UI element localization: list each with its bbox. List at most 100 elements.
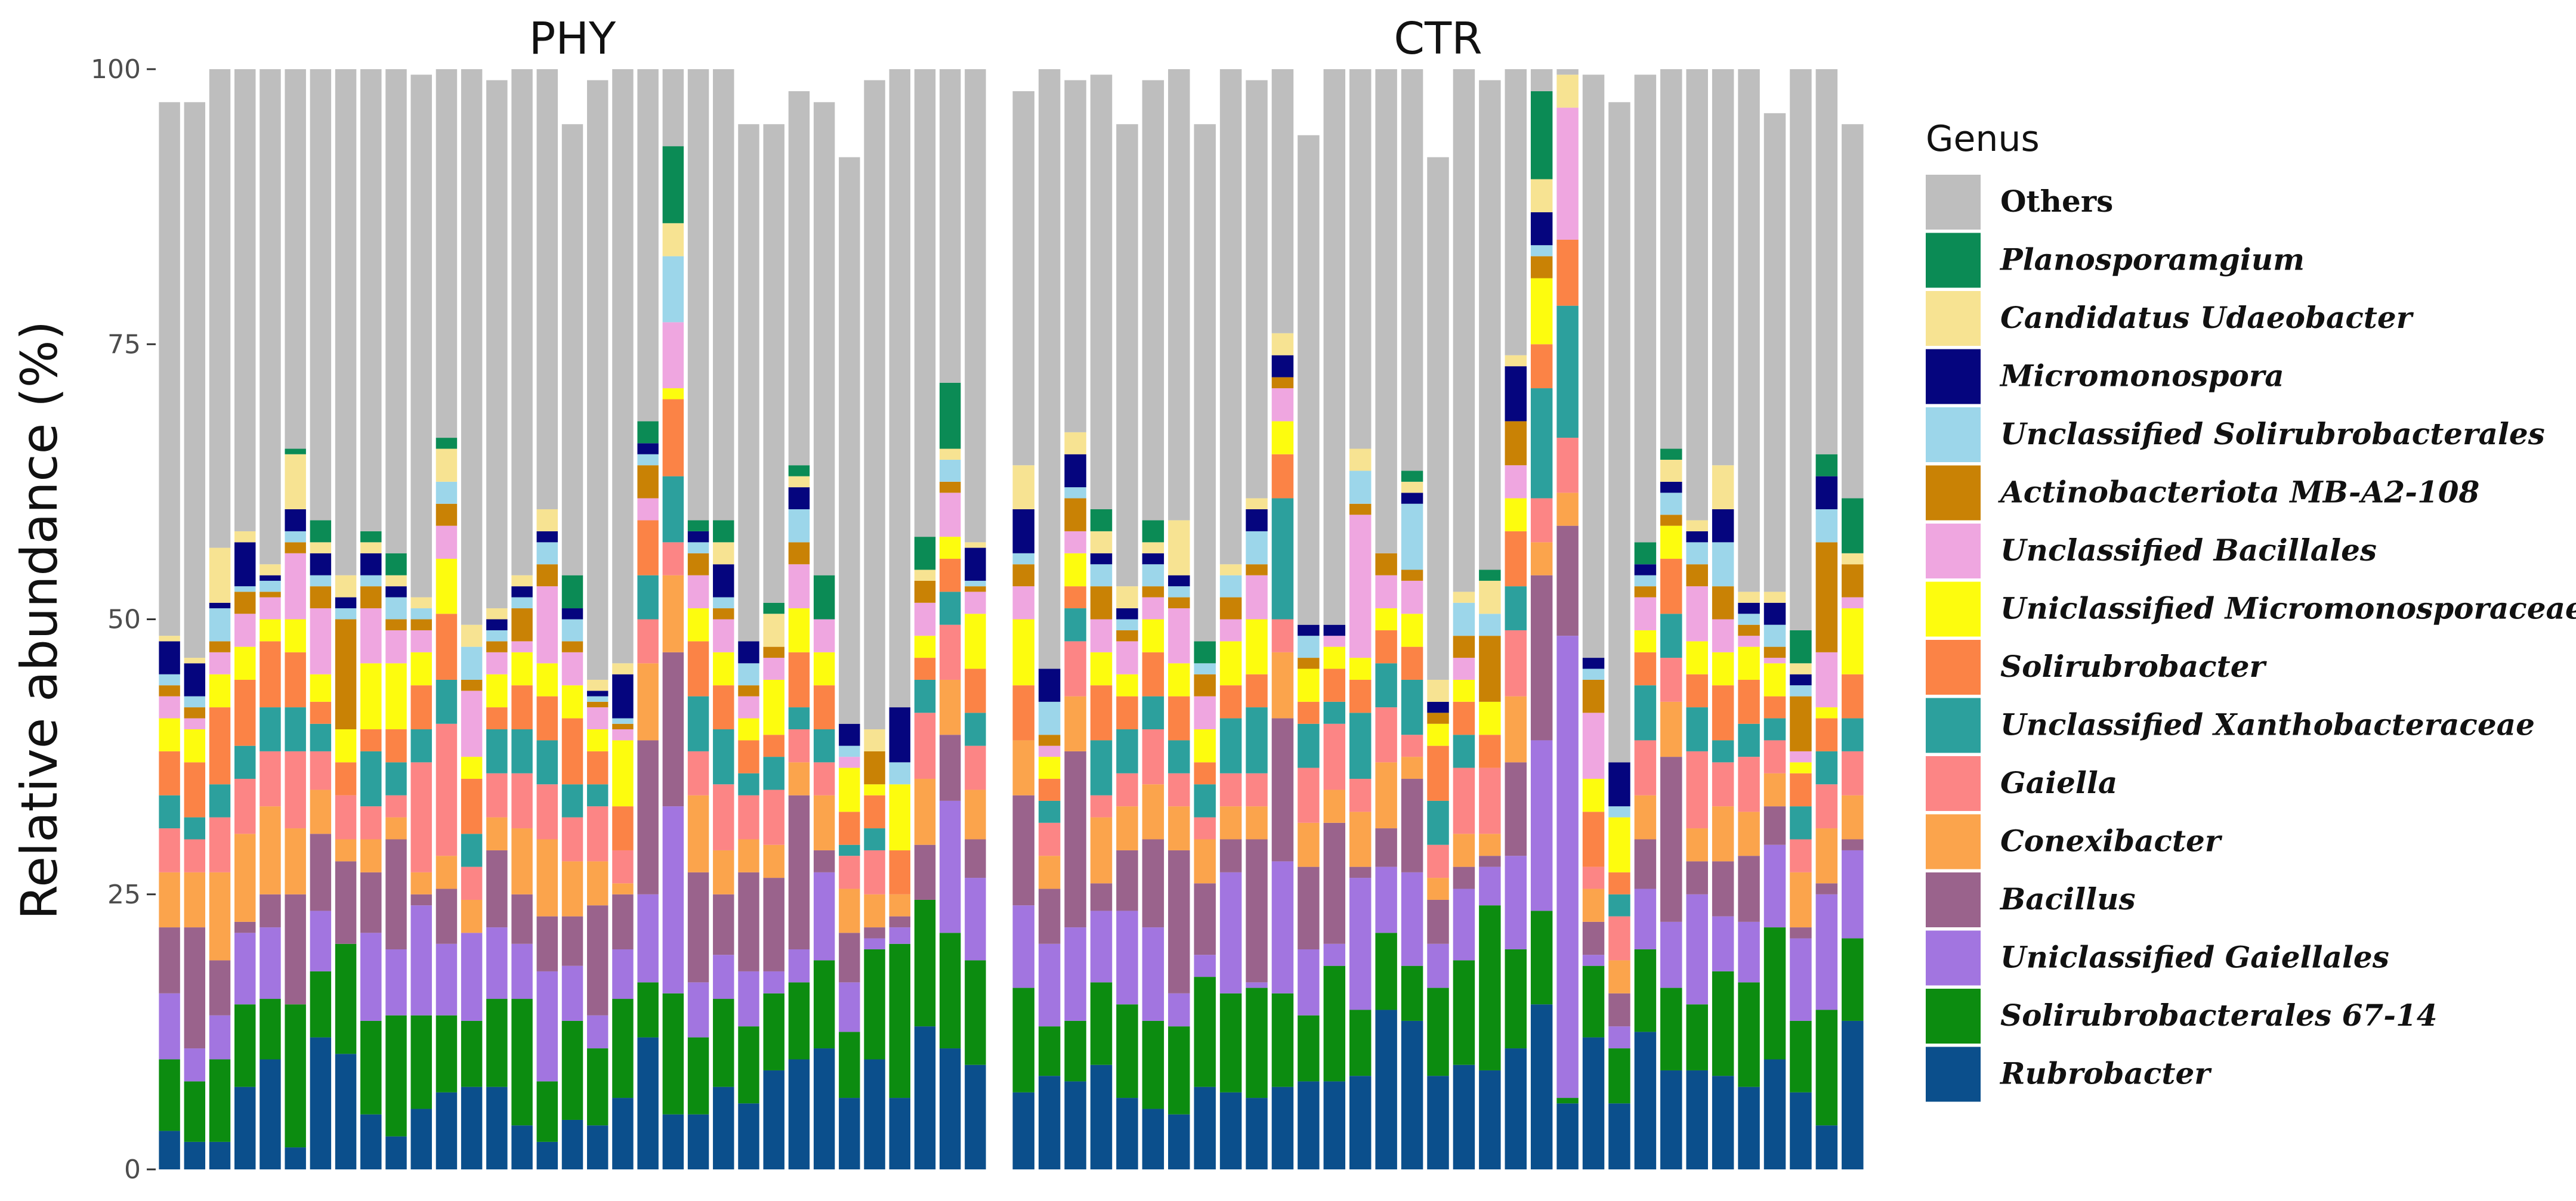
bar-segment-conexibacter bbox=[486, 817, 508, 850]
bar-segment-candidatus-udaeobacter bbox=[1219, 564, 1242, 575]
bar-segment-unclassified-xanthobacteraceae bbox=[1660, 614, 1682, 658]
bar-segment-conexibacter bbox=[1194, 839, 1216, 884]
bar-segment-gaiella bbox=[209, 817, 231, 872]
bar-segment-bacillus bbox=[486, 850, 508, 928]
bar-segment-bacillus bbox=[1298, 866, 1320, 950]
bar-segment-rubrobacter bbox=[1349, 1076, 1372, 1169]
bar-segment-actinobacteriota-mb-a2-108 bbox=[260, 592, 281, 598]
bar-segment-gaiella bbox=[1505, 630, 1527, 697]
bar-segment-uniclassified-gaiellales bbox=[965, 878, 986, 961]
bar-segment-uniclassified-micromonosporaceae bbox=[1168, 663, 1190, 697]
bar-segment-candidatus-udaeobacter bbox=[1246, 498, 1268, 509]
bar-segment-unclassified-xanthobacteraceae bbox=[360, 751, 382, 807]
bar-segment-uniclassified-micromonosporaceae bbox=[1842, 608, 1864, 674]
bar-segment-uniclassified-gaiellales bbox=[360, 933, 382, 1021]
legend-label: Unclassified Solirubrobacterales bbox=[2000, 416, 2545, 451]
bar-segment-micromonospora bbox=[713, 564, 734, 598]
bar-segment-unclassified-solirubrobacterales bbox=[965, 580, 986, 587]
bar-segment-solirubrobacterales-67-14 bbox=[335, 943, 357, 1054]
sample-bar bbox=[889, 69, 910, 1169]
bar-segment-solirubrobacter bbox=[1323, 668, 1346, 702]
bar-segment-solirubrobacterales-67-14 bbox=[461, 1020, 483, 1087]
bar-segment-unclassified-xanthobacteraceae bbox=[310, 723, 332, 751]
bar-segment-gaiella bbox=[486, 773, 508, 818]
bar-segment-gaiella bbox=[461, 866, 483, 900]
bar-segment-bacillus bbox=[1738, 856, 1760, 922]
bar-segment-gaiella bbox=[1194, 817, 1216, 840]
bar-segment-gaiella bbox=[1090, 795, 1113, 818]
bar-segment-actinobacteriota-mb-a2-108 bbox=[1479, 636, 1501, 702]
bar-segment-solirubrobacter bbox=[763, 735, 784, 757]
bar-segment-planosporamgium bbox=[1090, 509, 1113, 531]
sample-bar bbox=[612, 69, 634, 1169]
bar-segment-actinobacteriota-mb-a2-108 bbox=[486, 641, 508, 652]
bar-segment-others bbox=[1090, 75, 1113, 510]
legend-item: Planosporamgium bbox=[1926, 233, 2305, 288]
bar-segment-actinobacteriota-mb-a2-108 bbox=[914, 580, 936, 603]
bar-segment-micromonospora bbox=[1168, 575, 1190, 587]
bar-segment-actinobacteriota-mb-a2-108 bbox=[209, 641, 231, 652]
bar-segment-bacillus bbox=[1790, 927, 1812, 939]
bar-segment-bacillus bbox=[1634, 839, 1657, 889]
bar-segment-candidatus-udaeobacter bbox=[1349, 448, 1372, 471]
bar-segment-unclassified-bacillales bbox=[788, 564, 810, 609]
bar-segment-micromonospora bbox=[687, 531, 709, 543]
bar-segment-unclassified-solirubrobacterales bbox=[1116, 619, 1138, 630]
bar-segment-actinobacteriota-mb-a2-108 bbox=[435, 503, 458, 526]
bar-segment-unclassified-solirubrobacterales bbox=[561, 619, 583, 642]
bar-segment-micromonospora bbox=[285, 509, 306, 531]
bar-segment-actinobacteriota-mb-a2-108 bbox=[360, 586, 382, 609]
bar-segment-bacillus bbox=[763, 878, 784, 971]
bar-segment-others bbox=[385, 69, 407, 553]
y-tick-label: 50 bbox=[107, 605, 141, 635]
bar-segment-actinobacteriota-mb-a2-108 bbox=[1142, 586, 1165, 598]
sample-bar bbox=[586, 80, 609, 1169]
bar-segment-rubrobacter bbox=[813, 1048, 835, 1169]
bar-segment-micromonospora bbox=[536, 531, 558, 543]
legend-item: Unclassified Xanthobacteraceae bbox=[1926, 698, 2535, 753]
bar-segment-uniclassified-micromonosporaceae bbox=[536, 663, 558, 697]
bar-segment-others bbox=[738, 124, 759, 642]
bar-segment-uniclassified-micromonosporaceae bbox=[486, 674, 508, 708]
bar-segment-gaiella bbox=[1634, 740, 1657, 795]
legend-label: Others bbox=[2000, 184, 2113, 219]
bar-segment-others bbox=[939, 69, 961, 383]
bar-segment-solirubrobacterales-67-14 bbox=[1323, 965, 1346, 1082]
bar-segment-actinobacteriota-mb-a2-108 bbox=[1427, 713, 1449, 724]
bar-segment-gaiella bbox=[864, 850, 885, 894]
bar-segment-candidatus-udaeobacter bbox=[1660, 459, 1682, 482]
bar-segment-others bbox=[335, 69, 357, 575]
bar-segment-micromonospora bbox=[1271, 355, 1294, 377]
bar-segment-bacillus bbox=[1142, 839, 1165, 928]
bar-segment-unclassified-solirubrobacterales bbox=[1168, 586, 1190, 598]
bar-segment-candidatus-udaeobacter bbox=[310, 542, 332, 553]
bar-segment-candidatus-udaeobacter bbox=[1012, 465, 1034, 509]
bar-segment-uniclassified-gaiellales bbox=[763, 971, 784, 993]
bar-segment-uniclassified-micromonosporaceae bbox=[1194, 729, 1216, 763]
bar-segment-rubrobacter bbox=[1790, 1092, 1812, 1169]
bar-segment-others bbox=[1427, 157, 1449, 680]
bar-segment-solirubrobacterales-67-14 bbox=[813, 960, 835, 1049]
bar-segment-planosporamgium bbox=[1790, 630, 1812, 664]
bar-segment-uniclassified-gaiellales bbox=[1842, 850, 1864, 939]
bar-segment-rubrobacter bbox=[914, 1026, 936, 1169]
y-axis: 0 25 50 75 100 bbox=[91, 54, 156, 1185]
bar-segment-others bbox=[1453, 69, 1475, 592]
bar-segment-bacillus bbox=[586, 905, 609, 1016]
bar-segment-uniclassified-micromonosporaceae bbox=[965, 614, 986, 669]
bar-segment-gaiella bbox=[410, 762, 432, 872]
bar-segment-actinobacteriota-mb-a2-108 bbox=[1090, 586, 1113, 620]
bar-segment-unclassified-bacillales bbox=[1634, 597, 1657, 630]
bar-segment-actinobacteriota-mb-a2-108 bbox=[965, 586, 986, 592]
legend-items: Others Planosporamgium Candidatus Udaeobac… bbox=[1926, 175, 2576, 1102]
panel-strip-label: CTR bbox=[1394, 13, 1482, 64]
bar-segment-others bbox=[511, 69, 533, 575]
sample-bar bbox=[159, 102, 180, 1169]
bar-segment-bacillus bbox=[1686, 861, 1708, 894]
bar-segment-uniclassified-micromonosporaceae bbox=[1012, 619, 1034, 686]
sample-bar bbox=[1298, 135, 1320, 1169]
bar-segment-uniclassified-gaiellales bbox=[788, 949, 810, 983]
bar-segment-bacillus bbox=[1012, 795, 1034, 906]
bar-segment-unclassified-bacillales bbox=[410, 630, 432, 652]
sample-bar bbox=[234, 69, 256, 1170]
